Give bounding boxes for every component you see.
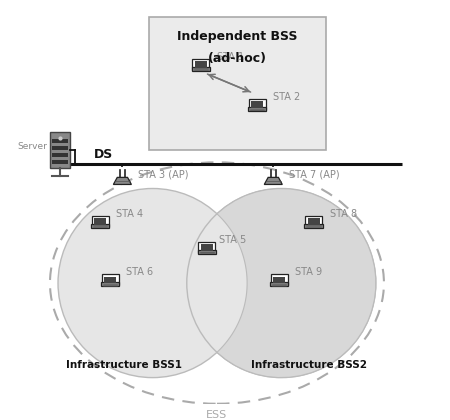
FancyBboxPatch shape xyxy=(249,99,266,110)
Polygon shape xyxy=(113,177,131,184)
Text: Server: Server xyxy=(18,142,48,151)
FancyBboxPatch shape xyxy=(52,160,68,164)
FancyBboxPatch shape xyxy=(52,153,68,157)
Text: STA 1: STA 1 xyxy=(217,52,244,62)
FancyBboxPatch shape xyxy=(91,224,109,228)
FancyBboxPatch shape xyxy=(307,218,320,225)
Polygon shape xyxy=(264,177,282,184)
FancyBboxPatch shape xyxy=(52,146,68,150)
Text: STA 9: STA 9 xyxy=(295,267,323,277)
FancyBboxPatch shape xyxy=(193,59,209,70)
Text: STA 8: STA 8 xyxy=(329,209,357,219)
FancyBboxPatch shape xyxy=(102,274,119,285)
Circle shape xyxy=(58,189,247,378)
FancyBboxPatch shape xyxy=(304,224,323,228)
Circle shape xyxy=(187,189,376,378)
FancyBboxPatch shape xyxy=(92,216,108,227)
FancyBboxPatch shape xyxy=(104,276,116,283)
Text: ESS: ESS xyxy=(207,410,228,420)
FancyBboxPatch shape xyxy=(52,139,68,143)
Polygon shape xyxy=(217,189,376,378)
FancyBboxPatch shape xyxy=(101,282,119,286)
FancyBboxPatch shape xyxy=(50,132,71,168)
FancyBboxPatch shape xyxy=(251,102,263,108)
FancyBboxPatch shape xyxy=(273,276,285,283)
FancyBboxPatch shape xyxy=(195,61,207,68)
Text: STA 5: STA 5 xyxy=(219,235,246,245)
Text: (ad-hoc): (ad-hoc) xyxy=(207,52,266,65)
Text: Infrastructure BSS2: Infrastructure BSS2 xyxy=(252,360,368,370)
FancyBboxPatch shape xyxy=(148,18,326,150)
Text: Infrastructure BSS1: Infrastructure BSS1 xyxy=(67,360,182,370)
FancyBboxPatch shape xyxy=(192,67,210,71)
Text: STA 2: STA 2 xyxy=(273,92,301,102)
Text: STA 3 (AP): STA 3 (AP) xyxy=(138,169,188,179)
FancyBboxPatch shape xyxy=(270,282,288,286)
FancyBboxPatch shape xyxy=(198,242,215,253)
FancyBboxPatch shape xyxy=(198,250,216,254)
FancyBboxPatch shape xyxy=(271,274,288,285)
FancyBboxPatch shape xyxy=(201,244,213,251)
FancyBboxPatch shape xyxy=(248,107,266,111)
Text: Independent BSS: Independent BSS xyxy=(177,29,297,42)
Text: STA 4: STA 4 xyxy=(117,209,144,219)
Text: STA 6: STA 6 xyxy=(126,267,153,277)
FancyBboxPatch shape xyxy=(94,218,106,225)
FancyBboxPatch shape xyxy=(305,216,322,227)
Text: STA 7 (AP): STA 7 (AP) xyxy=(288,169,339,179)
Text: DS: DS xyxy=(94,148,113,161)
